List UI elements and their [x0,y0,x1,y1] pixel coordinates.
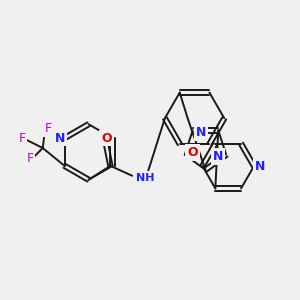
Text: F: F [26,152,33,165]
Text: F: F [18,132,26,145]
Text: O: O [188,146,198,159]
Text: F: F [45,122,52,135]
Text: N: N [213,150,224,163]
Text: N: N [195,126,206,139]
Text: N: N [255,160,265,172]
Text: O: O [101,132,112,145]
Text: N: N [54,132,65,145]
Text: NH: NH [136,173,155,183]
